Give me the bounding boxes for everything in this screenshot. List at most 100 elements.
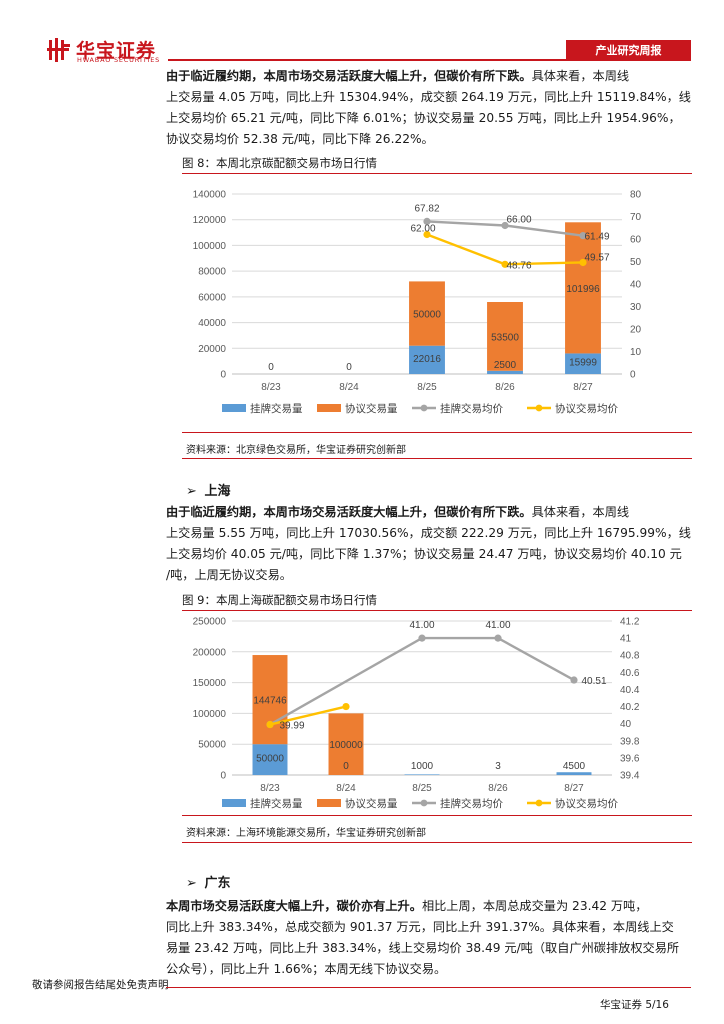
- bar-agreement: [409, 281, 445, 346]
- line-data-label: 66.00: [506, 215, 531, 226]
- paragraph-lead: 本周市场交易活跃度大幅上升，碳价亦有上升。: [166, 899, 422, 913]
- bar-agreement: [565, 222, 601, 354]
- x-tick-label: 8/23: [261, 382, 281, 393]
- beijing-paragraph: 由于临近履约期，本周市场交易活跃度大幅上升，但碳价有所下跌。具体来看，本周线 上…: [166, 66, 691, 150]
- paragraph-line: 上交易均价 65.21 元/吨，同比下降 6.01%；协议交易量 20.55 万…: [166, 111, 681, 125]
- bar-data-label: 1000: [411, 761, 434, 772]
- line-data-label: 41.00: [409, 620, 434, 631]
- y-right-tick-label: 39.6: [620, 753, 640, 764]
- footer-rule: [166, 987, 691, 988]
- figure-9-source: 资料来源：上海环境能源交易所，华宝证券研究创新部: [186, 828, 426, 839]
- bar-data-label: 4500: [563, 761, 586, 772]
- paragraph-lead: 由于临近履约期，本周市场交易活跃度大幅上升，但碳价有所下跌。: [166, 505, 532, 519]
- arrow-bullet-icon: ➢: [186, 484, 197, 499]
- bar-data-label: 144746: [253, 696, 287, 707]
- figure-9-frame: 0 50000 100000 150000 200000 250000 39.4 39.6 39…: [182, 610, 692, 816]
- line-point: [418, 634, 426, 642]
- y-right-tick-label: 30: [630, 302, 642, 313]
- line-data-label: 41.00: [485, 620, 510, 631]
- y-left-tick-label: 40000: [198, 318, 226, 329]
- paragraph-line: 本周市场交易活跃度大幅上升，碳价亦有上升。相比上周，本周总成交量为 23.42 …: [166, 899, 648, 913]
- legend-swatch: [222, 404, 246, 412]
- figure-8-title: 图 8：本周北京碳配额交易市场日行情: [182, 156, 377, 170]
- line-point: [501, 221, 509, 230]
- line-data-label: 61.49: [584, 232, 609, 243]
- bar-data-label: 50000: [256, 754, 284, 765]
- report-type-tag: 产业研究周报: [566, 40, 691, 61]
- legend-swatch-marker: [420, 404, 428, 412]
- y-left-tick-label: 140000: [193, 190, 227, 201]
- line-point: [494, 634, 502, 642]
- line-point: [501, 260, 509, 268]
- x-tick-label: 8/25: [412, 783, 432, 794]
- bar-agreement: [252, 655, 288, 745]
- line-data-label: 49.57: [584, 252, 609, 263]
- x-tick-label: 8/27: [564, 783, 584, 794]
- footer-page-number: 华宝证券 5/16: [600, 999, 669, 1011]
- x-tick-label: 8/26: [488, 783, 508, 794]
- figure-8-source: 资料来源：北京绿色交易所，华宝证券研究创新部: [186, 445, 406, 456]
- y-left-tick-label: 120000: [193, 215, 227, 226]
- y-right-tick-label: 60: [630, 235, 642, 246]
- line-agreement-price: [269, 705, 347, 726]
- bar-listed: [404, 774, 440, 775]
- y-right-tick-label: 41: [620, 634, 632, 645]
- legend-label: 挂牌交易量: [250, 402, 303, 415]
- line-point: [579, 258, 587, 267]
- bar-listed: [252, 744, 288, 775]
- y-right-tick-label: 40.2: [620, 702, 640, 713]
- bar-data-label: 22016: [413, 354, 441, 365]
- y-right-tick-label: 39.8: [620, 736, 640, 747]
- y-left-tick-label: 20000: [198, 344, 226, 355]
- y-left-tick-label: 100000: [193, 241, 227, 252]
- line-data-label: 62.00: [410, 224, 435, 235]
- paragraph-line: 由于临近履约期，本周市场交易活跃度大幅上升，但碳价有所下跌。具体来看，本周线: [166, 505, 630, 519]
- figure-8-frame: 0 20000 40000 60000 80000 100000 120000 140000 0…: [182, 173, 692, 433]
- legend-swatch-marker: [420, 799, 428, 807]
- guangdong-paragraph: 本周市场交易活跃度大幅上升，碳价亦有上升。相比上周，本周总成交量为 23.42 …: [166, 896, 691, 980]
- x-tick-label: 8/27: [573, 382, 593, 393]
- paragraph-line: /吨，上周无协议交易。: [166, 568, 292, 582]
- y-right-tick-label: 40.6: [620, 668, 640, 679]
- logo-name-en: HWABAO SECURITIES: [77, 56, 161, 64]
- bar-data-label: 0: [346, 362, 352, 373]
- bar-data-label: 3: [495, 761, 501, 772]
- bar-data-label: 101996: [566, 284, 600, 295]
- legend-swatch: [222, 799, 246, 807]
- shanghai-market-chart: 0 50000 100000 150000 200000 250000 39.4 39.6 39…: [193, 617, 640, 811]
- paragraph-line: 易量 23.42 万吨，同比上升 383.34%，线上交易均价 38.49 元/…: [166, 941, 680, 955]
- legend-swatch-marker: [535, 404, 543, 412]
- line-point: [342, 702, 350, 711]
- x-tick-label: 8/25: [417, 382, 437, 393]
- y-left-tick-label: 60000: [198, 292, 226, 303]
- line-point: [570, 676, 578, 684]
- line-data-label: 67.82: [414, 203, 439, 214]
- line-point: [423, 217, 431, 226]
- region-heading-guangdong: ➢ 广东: [186, 876, 231, 891]
- paragraph-line: 上交易量 5.55 万吨，同比上升 17030.56%，成交额 222.29 万…: [166, 526, 691, 540]
- y-right-tick-label: 40: [620, 719, 632, 730]
- paragraph-line: 协议交易均价 52.38 元/吨，同比下降 26.22%。: [166, 132, 434, 146]
- y-right-tick-label: 41.2: [620, 617, 640, 628]
- beijing-market-chart: 0 20000 40000 60000 80000 100000 120000 140000 0…: [193, 190, 642, 416]
- paragraph-lead: 由于临近履约期，本周市场交易活跃度大幅上升，但碳价有所下跌。: [166, 69, 532, 83]
- y-left-tick-label: 0: [220, 370, 226, 381]
- bar-listed: [556, 772, 592, 775]
- y-right-tick-label: 20: [630, 325, 642, 336]
- line-data-label: 48.76: [506, 260, 531, 271]
- line-listed-price: [269, 636, 575, 726]
- x-tick-label: 8/23: [260, 783, 280, 794]
- y-right-tick-label: 0: [630, 370, 636, 381]
- y-right-tick-label: 70: [630, 212, 642, 223]
- paragraph-line: 上交易均价 40.05 元/吨，同比下降 1.37%；协议交易量 24.47 万…: [166, 547, 682, 561]
- bar-data-label: 15999: [569, 358, 597, 369]
- y-left-tick-label: 100000: [193, 709, 227, 720]
- bar-listed: [565, 353, 601, 374]
- y-left-tick-label: 50000: [198, 740, 226, 751]
- line-data-label: 39.99: [279, 721, 304, 732]
- bar-listed: [487, 370, 523, 374]
- bar-listed: [409, 345, 445, 374]
- y-right-tick-label: 40.8: [620, 651, 640, 662]
- bar-data-label: 0: [343, 761, 349, 772]
- hwabao-logo-icon: [47, 38, 70, 62]
